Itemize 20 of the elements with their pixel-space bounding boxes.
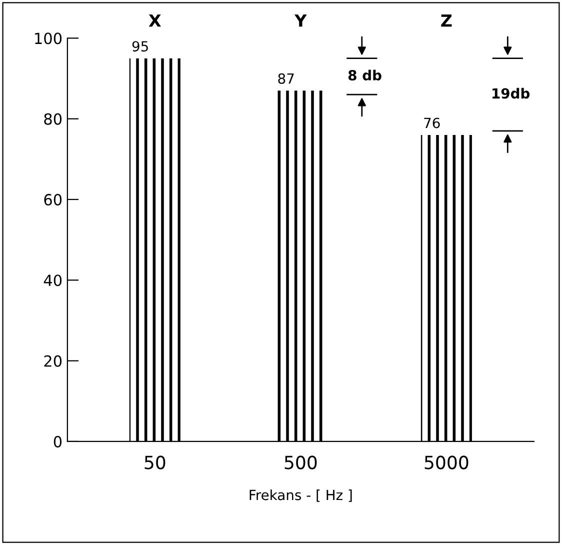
bar bbox=[420, 134, 472, 442]
text: X bbox=[148, 14, 161, 27]
annotation: 8 db bbox=[348, 70, 382, 80]
annotation: 19db bbox=[492, 88, 530, 99]
data-label: 87 bbox=[278, 73, 294, 84]
x-axis-title: Frekans - [ Hz ] bbox=[250, 489, 352, 502]
x-tick-label: 50 bbox=[144, 456, 166, 470]
y-tick-label: 80 bbox=[44, 113, 62, 125]
y-tick-label: 60 bbox=[44, 194, 62, 206]
x-tick-label: 500 bbox=[284, 456, 317, 470]
data-label: 95 bbox=[132, 41, 148, 52]
text: Z bbox=[441, 14, 452, 27]
y-tick-label: 100 bbox=[35, 32, 62, 44]
y-tick-label: 0 bbox=[54, 436, 62, 448]
bar bbox=[129, 58, 180, 442]
y-tick-label: 20 bbox=[44, 355, 62, 367]
text: Y bbox=[294, 14, 307, 27]
data-label: 76 bbox=[424, 118, 440, 128]
y-tick-label: 40 bbox=[44, 274, 62, 286]
x-tick-label: 5000 bbox=[424, 456, 468, 470]
